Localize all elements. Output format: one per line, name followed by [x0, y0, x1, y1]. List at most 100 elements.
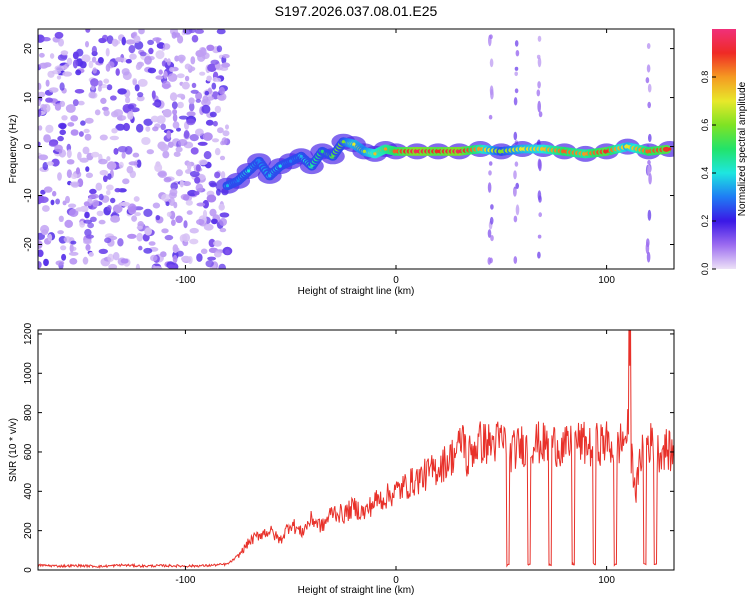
interference-blob: [645, 77, 650, 84]
noise-blob: [40, 224, 50, 234]
noise-blob: [183, 220, 188, 229]
noise-blob: [107, 253, 115, 262]
noise-blob: [182, 233, 191, 243]
ridge-core: [662, 146, 670, 152]
noise-blob: [147, 39, 155, 46]
noise-blob: [198, 159, 208, 166]
noise-blob: [45, 97, 54, 103]
noise-blob: [154, 163, 163, 172]
noise-blob: [151, 265, 157, 269]
noise-blob: [211, 82, 217, 90]
noise-blob: [133, 196, 140, 202]
noise-blob: [114, 188, 121, 193]
noise-blob: [146, 149, 154, 155]
noise-blob: [219, 155, 226, 161]
noise-blob: [115, 68, 120, 76]
noise-blob: [103, 109, 110, 117]
noise-blob: [118, 161, 124, 169]
noise-blob: [77, 151, 82, 161]
noise-blob: [127, 233, 137, 239]
noise-blob: [191, 82, 197, 88]
x-tick-label: -100: [175, 575, 195, 586]
noise-blob: [221, 62, 231, 68]
ridge-point: [478, 147, 482, 151]
noise-blob: [99, 169, 109, 176]
noise-blob: [84, 117, 94, 124]
y-tick-label: -20: [23, 237, 34, 252]
noise-blob: [106, 184, 114, 191]
noise-blob: [43, 186, 53, 193]
noise-blob: [163, 177, 172, 183]
colorbar-gradient: [712, 29, 736, 269]
noise-blob: [195, 98, 201, 103]
interference-blob: [515, 182, 519, 189]
noise-blob: [127, 111, 134, 120]
noise-blob: [160, 123, 166, 131]
noise-blob: [161, 60, 166, 67]
noise-blob: [38, 109, 42, 117]
interference-blob: [646, 64, 651, 73]
interference-blob: [489, 85, 494, 96]
noise-blob: [155, 37, 160, 44]
noise-blob: [202, 132, 213, 141]
interference-blob: [488, 170, 492, 176]
interference-blob: [647, 160, 651, 165]
noise-blob: [208, 180, 217, 187]
noise-blob: [138, 245, 143, 251]
noise-blob: [167, 73, 178, 82]
noise-blob: [77, 100, 85, 106]
noise-blob: [69, 244, 74, 253]
interference-blob: [490, 204, 494, 210]
noise-blob: [195, 50, 204, 58]
noise-blob: [90, 78, 99, 87]
noise-blob: [175, 169, 183, 177]
ridge-point: [320, 149, 324, 153]
noise-blob: [157, 141, 167, 150]
noise-blob: [218, 203, 225, 211]
colorbar: 0.0 0.2 0.4 0.6 0.8 Normalized spectral ampl…: [700, 29, 748, 275]
noise-blob: [58, 38, 64, 47]
noise-blob: [87, 222, 94, 229]
noise-blob: [121, 36, 127, 46]
noise-blob: [107, 173, 112, 180]
noise-blob: [171, 101, 178, 110]
snr-plot-area: [38, 330, 674, 570]
noise-blob: [91, 56, 97, 63]
noise-blob: [206, 75, 212, 82]
snr-frame: [37, 329, 675, 571]
interference-blob: [487, 229, 492, 238]
noise-blob: [64, 63, 69, 69]
snr-series-line: [38, 330, 674, 569]
noise-blob: [221, 54, 230, 59]
noise-blob: [68, 208, 79, 217]
noise-blob: [85, 29, 91, 33]
noise-blob: [45, 79, 50, 87]
noise-blob: [61, 253, 67, 261]
ridge-point: [352, 142, 356, 146]
noise-blob: [69, 181, 80, 187]
noise-blob: [195, 91, 203, 100]
noise-blob: [199, 71, 206, 76]
noise-blob: [219, 227, 227, 233]
noise-blob: [169, 188, 178, 197]
noise-blob: [48, 87, 59, 93]
interference-blob: [490, 235, 494, 242]
noise-blob: [201, 104, 211, 114]
noise-blob: [155, 50, 165, 60]
noise-blob: [55, 198, 60, 205]
noise-blob: [219, 86, 225, 95]
noise-blob: [144, 55, 152, 65]
noise-blob: [161, 80, 171, 90]
ridge-point: [383, 147, 388, 151]
noise-blob: [186, 210, 193, 215]
noise-blob: [125, 39, 136, 45]
noise-blob: [112, 252, 120, 261]
noise-blob: [172, 113, 178, 122]
noise-blob: [54, 103, 62, 111]
spectrogram-noise-layer: [38, 29, 233, 269]
interference-blob: [537, 35, 542, 42]
noise-blob: [141, 137, 151, 145]
ridge-point: [278, 164, 282, 168]
interference-blob: [514, 71, 518, 77]
noise-blob: [136, 225, 143, 230]
